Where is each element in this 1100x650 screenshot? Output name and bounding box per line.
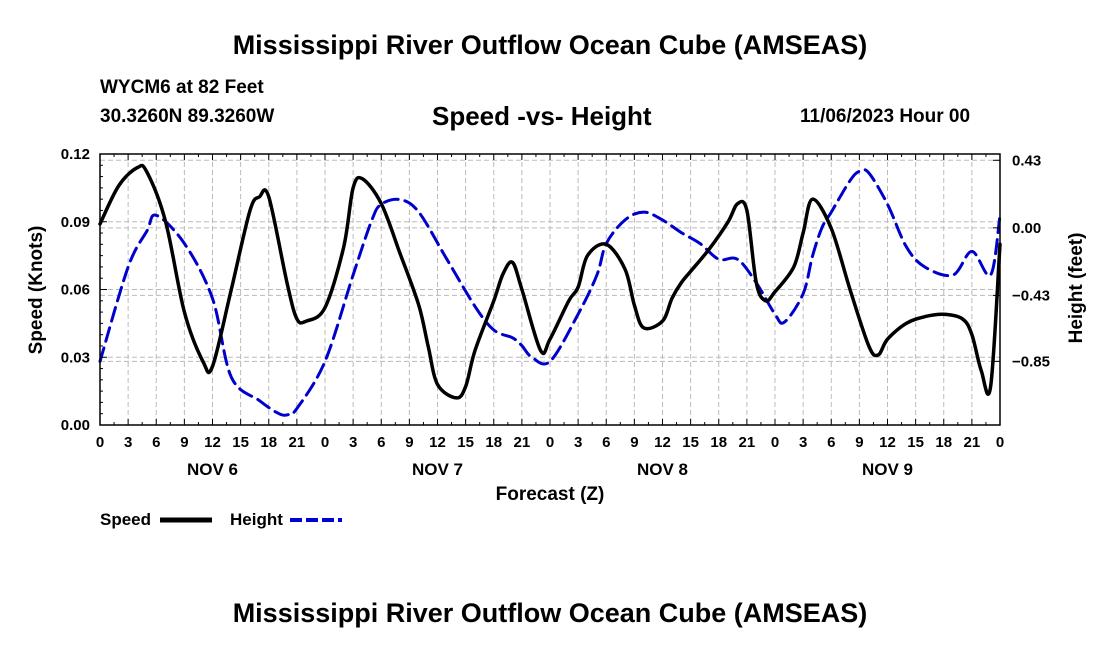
x-tick-label: 6 (602, 434, 610, 451)
y-tick-label: 0.06 (61, 282, 90, 299)
x-tick-label: 6 (827, 434, 835, 451)
y-tick-label: 0.12 (61, 146, 90, 163)
x-tick-label: 6 (377, 434, 385, 451)
station-label: WYCM6 at 82 Feet (100, 77, 264, 98)
y2-tick-label: 0.00 (1012, 220, 1041, 237)
x-tick-label: 18 (260, 434, 277, 451)
x-tick-label: 3 (574, 434, 582, 451)
x-tick-label: 0 (771, 434, 779, 451)
axis-layer: 0 3 6 9 12 15 18 21 0 3 6 9 12 15 18 21 0 3 6 9 12 15 18 21 0 3 6 9… (61, 146, 1050, 479)
height-series-line (98, 168, 1002, 417)
speed-series-line (98, 163, 1002, 400)
x-tick-label: 21 (289, 434, 306, 451)
x-tick-label: 12 (204, 434, 221, 451)
x-tick-label: 15 (682, 434, 699, 451)
x-tick-label: 3 (799, 434, 807, 451)
legend: Speed Height (100, 510, 342, 529)
x-tick-label: 15 (232, 434, 249, 451)
y2-tick-label: 0.43 (1012, 152, 1041, 169)
x-tick-label: 21 (739, 434, 756, 451)
day-label: NOV 9 (862, 460, 913, 479)
grid-layer (100, 154, 1000, 425)
x-tick-label: 18 (485, 434, 502, 451)
y2-axis-label: Height (feet) (1066, 233, 1087, 344)
forecast-datetime: 11/06/2023 Hour 00 (800, 106, 971, 127)
legend-speed-label: Speed (100, 510, 151, 529)
day-label: NOV 7 (412, 460, 463, 479)
x-tick-label: 15 (907, 434, 924, 451)
x-axis-label: Forecast (Z) (496, 484, 605, 505)
x-tick-label: 15 (457, 434, 474, 451)
x-tick-label: 3 (124, 434, 132, 451)
y-tick-label: 0.03 (61, 349, 90, 366)
x-tick-label: 21 (514, 434, 531, 451)
chart-subtitle: Speed -vs- Height (432, 101, 652, 131)
y-axis-label: Speed (Knots) (26, 226, 47, 355)
x-tick-label: 12 (654, 434, 671, 451)
x-tick-label: 6 (152, 434, 160, 451)
x-tick-label: 0 (96, 434, 104, 451)
legend-height-label: Height (230, 510, 283, 529)
footer-title: Mississippi River Outflow Ocean Cube (AM… (232, 598, 868, 628)
x-tick-label: 9 (405, 434, 413, 451)
x-tick-label: 0 (321, 434, 329, 451)
x-tick-label: 0 (996, 434, 1004, 451)
x-tick-label: 3 (349, 434, 357, 451)
y-tick-label: 0.00 (61, 417, 90, 434)
y2-tick-label: −0.43 (1012, 287, 1050, 304)
y2-tick-label: −0.85 (1012, 353, 1050, 370)
day-label: NOV 6 (187, 460, 238, 479)
x-tick-label: 9 (180, 434, 188, 451)
series-layer (98, 163, 1002, 417)
x-tick-label: 18 (935, 434, 952, 451)
coordinates-label: 30.3260N 89.3260W (100, 106, 275, 127)
chart-title: Mississippi River Outflow Ocean Cube (AM… (232, 30, 868, 60)
day-label: NOV 8 (637, 460, 688, 479)
x-tick-label: 18 (710, 434, 727, 451)
y-tick-label: 0.09 (61, 214, 90, 231)
x-tick-label: 9 (855, 434, 863, 451)
x-tick-label: 21 (964, 434, 981, 451)
x-tick-label: 0 (546, 434, 554, 451)
x-tick-label: 9 (630, 434, 638, 451)
x-tick-label: 12 (879, 434, 896, 451)
x-tick-label: 12 (429, 434, 446, 451)
